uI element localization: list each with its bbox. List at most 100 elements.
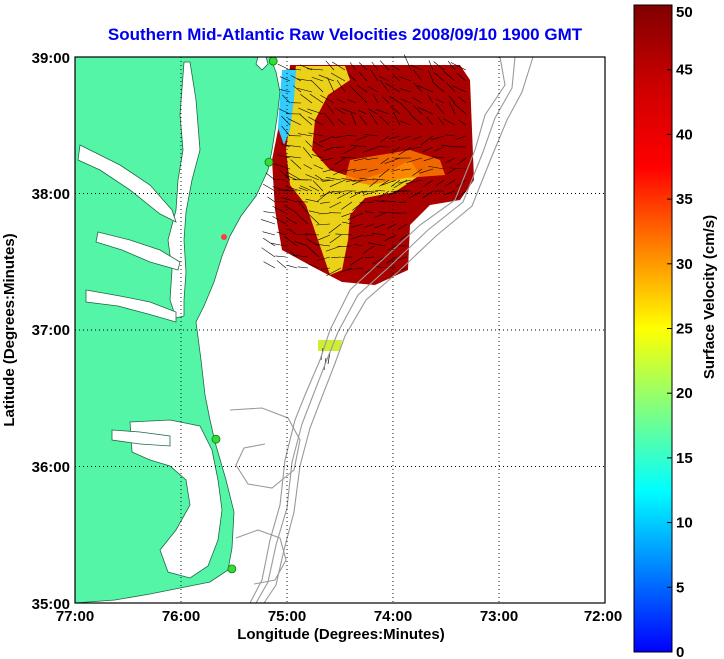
velocity-arrow xyxy=(297,87,313,93)
velocity-arrow xyxy=(337,118,346,126)
colorbar xyxy=(633,4,673,653)
velocity-arrow xyxy=(349,62,357,71)
velocity-arrow xyxy=(372,178,386,181)
velocity-arrow xyxy=(326,267,342,277)
velocity-arrow xyxy=(328,223,342,234)
velocity-arrow xyxy=(320,201,331,204)
velocity-arrow xyxy=(282,94,291,104)
albemarle-arm xyxy=(111,429,171,447)
station-marker-red xyxy=(221,234,227,240)
y-tick-label: 38:00 xyxy=(32,186,70,203)
velocity-arrow xyxy=(361,190,375,193)
velocity-arrow xyxy=(317,234,331,241)
james-river xyxy=(85,289,177,323)
colorbar-tick-label: 0 xyxy=(676,644,684,659)
velocity-arrow xyxy=(292,254,309,258)
velocity-arrow xyxy=(374,223,386,229)
velocity-arrow xyxy=(368,242,386,247)
velocity-arrow xyxy=(420,135,434,146)
velocity-arrow xyxy=(375,190,386,192)
velocity-arrow xyxy=(276,154,291,159)
x-tick-label: 72:00 xyxy=(584,608,622,625)
velocity-arrow xyxy=(367,108,379,115)
colorbar-tick-label: 35 xyxy=(676,191,693,208)
velocity-arrow xyxy=(286,186,302,192)
velocity-arrow xyxy=(434,146,445,152)
velocity-arrow xyxy=(358,62,368,71)
y-tick-label: 35:00 xyxy=(32,596,70,613)
velocity-arrow xyxy=(367,85,379,93)
potomac-river xyxy=(77,144,177,223)
velocity-arrow xyxy=(433,61,445,71)
station-markers xyxy=(211,56,278,574)
velocity-arrow xyxy=(399,102,412,115)
velocity-arrow xyxy=(445,157,456,164)
velocity-arrow xyxy=(413,135,423,140)
velocity-arrow xyxy=(316,223,331,226)
velocity-arrow xyxy=(287,118,302,126)
velocity-arrow xyxy=(307,246,320,258)
velocity-arrow xyxy=(385,83,401,93)
velocity-arrow xyxy=(393,111,401,126)
velocity-arrow xyxy=(399,76,412,82)
velocity-arrow xyxy=(411,97,423,104)
velocity-arrow xyxy=(284,236,298,247)
rappahannock-river xyxy=(95,231,181,271)
bathymetry-contour xyxy=(249,56,506,604)
velocity-arrow xyxy=(299,114,313,126)
velocity-arrow xyxy=(298,107,313,115)
velocity-arrow xyxy=(413,105,423,115)
velocity-arrow xyxy=(446,82,456,93)
velocity-arrow xyxy=(308,132,324,137)
velocity-arrow xyxy=(309,93,324,104)
velocity-arrow xyxy=(297,133,313,137)
station-marker xyxy=(211,434,221,444)
velocity-arrow xyxy=(448,95,456,104)
velocity-arrow xyxy=(399,88,412,93)
x-axis-label: Longitude (Degrees:Minutes) xyxy=(237,626,445,643)
velocity-arrow xyxy=(386,223,397,229)
velocity-arrow xyxy=(325,60,335,71)
velocity-arrow xyxy=(290,68,302,71)
velocity-arrow xyxy=(398,223,408,230)
velocity-arrow xyxy=(387,245,397,251)
velocity-arrow xyxy=(325,176,342,181)
velocity-arrow xyxy=(330,72,346,82)
velocity-arrow xyxy=(329,234,342,244)
colorbar-tick-label: 20 xyxy=(676,385,693,402)
velocity-arrow xyxy=(308,263,320,269)
velocity-arrow xyxy=(426,116,434,126)
bathymetry-contour xyxy=(229,407,301,489)
velocity-arrow xyxy=(428,70,434,82)
velocity-arrow xyxy=(345,168,357,172)
velocity-arrow xyxy=(375,265,386,269)
velocity-arrow xyxy=(379,179,390,187)
bathymetry-contour xyxy=(235,529,287,585)
colorbar-label: Surface Velocity (cm/s) xyxy=(701,215,718,379)
velocity-arrow xyxy=(423,179,434,188)
x-tick-label: 76:00 xyxy=(162,608,200,625)
velocity-arrow xyxy=(351,179,364,186)
velocity-arrow xyxy=(341,156,357,159)
bathymetry-contours xyxy=(229,56,534,604)
x-tick-label: 74:00 xyxy=(374,608,412,625)
velocity-arrow xyxy=(450,62,467,71)
velocity-arrow xyxy=(323,112,335,126)
velocity-arrow xyxy=(453,102,467,115)
velocity-arrow xyxy=(262,183,276,192)
velocity-arrow xyxy=(458,96,467,104)
velocity-arrow xyxy=(456,157,467,166)
station-marker xyxy=(268,56,278,66)
velocity-arrow xyxy=(261,219,276,225)
velocity-arrow xyxy=(275,255,287,258)
velocity-arrow xyxy=(263,261,276,269)
velocity-arrow xyxy=(336,80,346,93)
velocity-arrow xyxy=(337,190,353,199)
velocity-arrow xyxy=(350,223,364,228)
velocity-arrow xyxy=(390,105,401,115)
velocity-arrow xyxy=(279,89,291,93)
velocity-arrow xyxy=(359,177,375,181)
velocity-arrow xyxy=(305,238,320,247)
plot-frame xyxy=(74,56,606,604)
velocity-arrow xyxy=(391,168,401,172)
